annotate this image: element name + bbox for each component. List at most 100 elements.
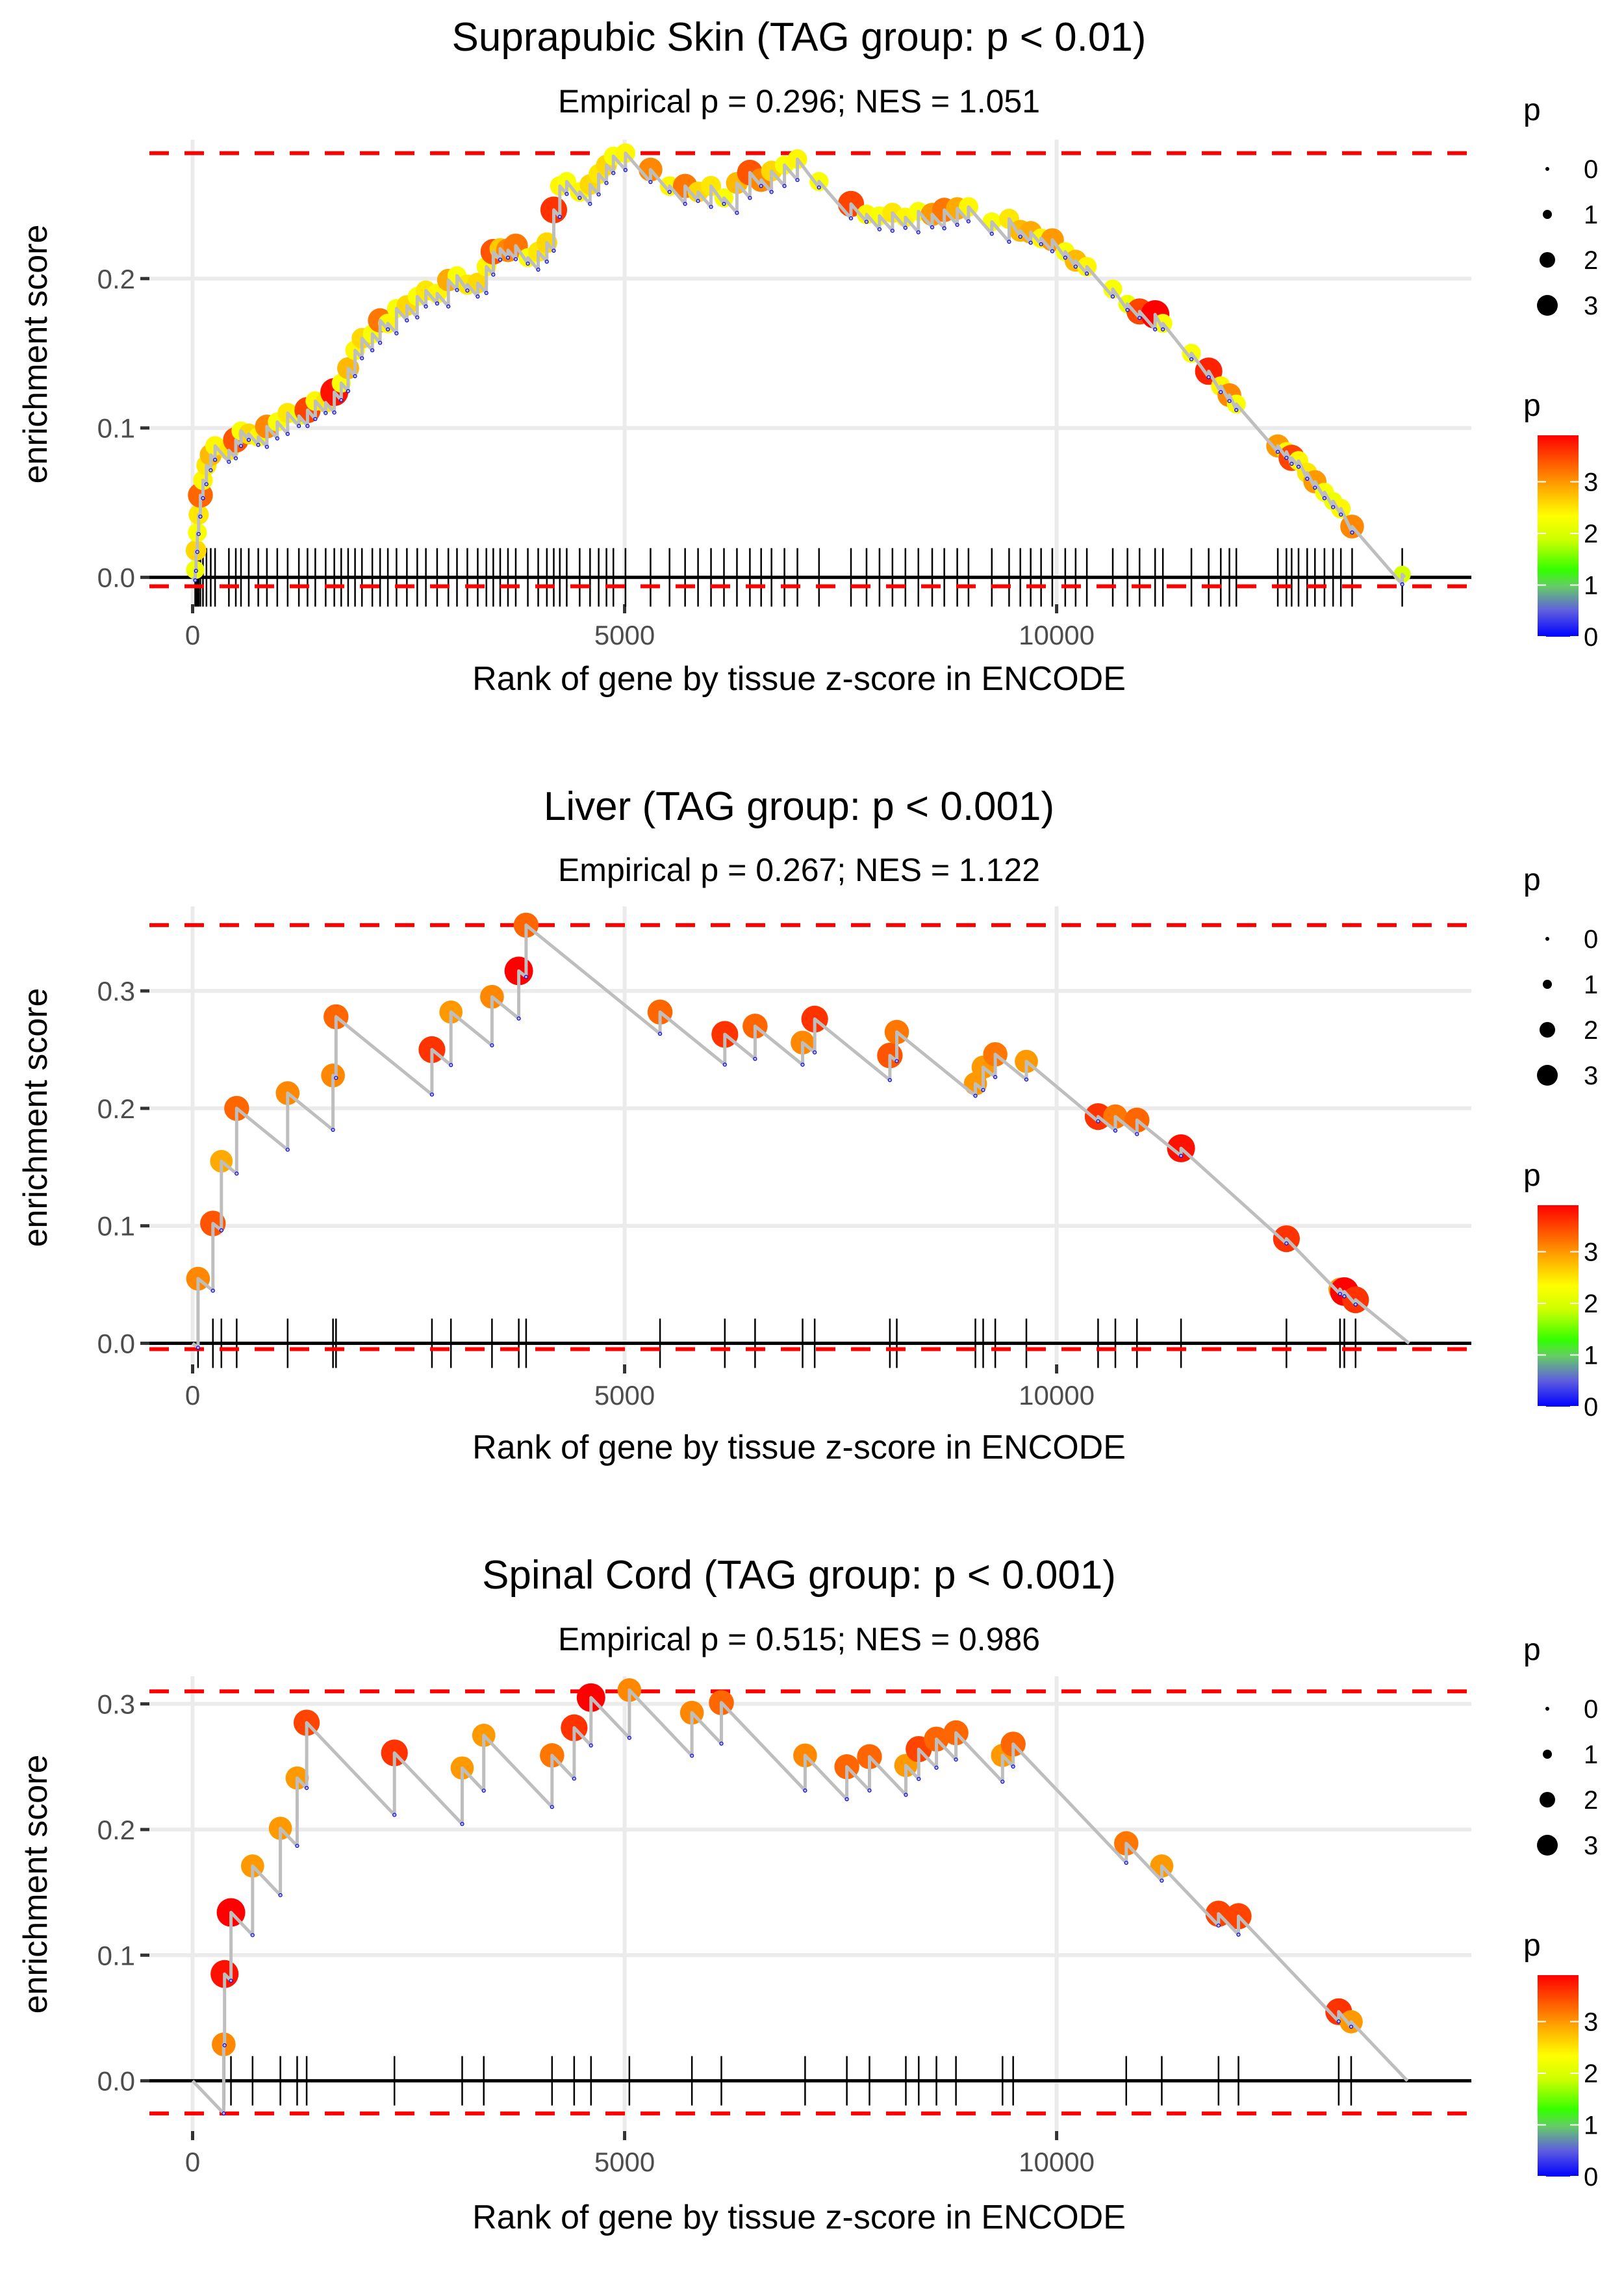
trough-marker: [722, 201, 726, 206]
trough-marker: [1227, 399, 1232, 403]
trough-marker: [795, 177, 800, 183]
y-tick-label: 0.1: [97, 1211, 135, 1242]
size-legend-label: 3: [1584, 1062, 1598, 1090]
trough-marker: [256, 442, 260, 447]
size-legend-label: 2: [1584, 1016, 1598, 1045]
trough-marker: [392, 1813, 397, 1817]
size-legend-label: 3: [1584, 292, 1598, 320]
trough-marker: [498, 257, 503, 262]
trough-marker: [378, 340, 383, 345]
trough-marker: [481, 1788, 486, 1793]
trough-marker: [227, 459, 231, 464]
trough-marker: [346, 389, 351, 394]
trough-marker: [696, 199, 700, 203]
trough-marker: [596, 192, 601, 197]
trough-marker: [1024, 1077, 1029, 1082]
trough-marker: [250, 1933, 255, 1937]
trough-marker: [353, 374, 357, 379]
trough-marker: [690, 1754, 694, 1758]
trough-marker: [334, 1075, 338, 1080]
trough-marker: [1289, 461, 1294, 466]
trough-marker: [955, 222, 959, 227]
trough-marker: [572, 1776, 576, 1781]
y-tick-label: 0.1: [97, 1940, 135, 1971]
trough-marker: [1028, 240, 1033, 245]
x-tick-label: 10000: [1019, 620, 1095, 650]
trough-marker: [476, 294, 480, 299]
trough-marker: [989, 231, 994, 236]
panel-liver: Liver (TAG group: p < 0.001) Empirical p…: [17, 784, 1471, 1466]
trough-marker: [460, 1822, 464, 1826]
trough-marker: [1284, 455, 1289, 460]
trough-marker: [748, 196, 752, 200]
trough-marker: [1216, 1923, 1221, 1928]
trough-marker: [204, 482, 209, 487]
y-tick-label: 0.0: [97, 2066, 135, 2097]
trough-marker: [544, 259, 549, 264]
trough-marker: [235, 1171, 239, 1176]
size-legend-label: 2: [1584, 1786, 1598, 1815]
size-legend-title: p: [1523, 93, 1541, 127]
trough-marker: [449, 1063, 453, 1067]
trough-marker: [219, 1228, 223, 1233]
size-legend-label: 0: [1584, 155, 1598, 184]
y-tick-label: 0.1: [97, 413, 135, 444]
trough-marker: [1338, 1292, 1342, 1296]
trough-marker: [817, 185, 821, 190]
trough-marker: [526, 261, 530, 266]
trough-marker: [916, 230, 920, 235]
trough-marker: [709, 205, 713, 209]
legends: p 0 1 2 3 p 3 2 1 0 p 0 1 2 3 p 3 2 1 0 p 0 1 2 3 p 3 2 1 0: [1523, 93, 1598, 2191]
size-legend-label: 1: [1584, 201, 1598, 229]
trough-marker: [877, 227, 882, 232]
trough-marker: [1275, 450, 1280, 454]
trough-marker: [722, 1062, 727, 1067]
trough-marker: [370, 348, 375, 353]
trough-marker: [753, 1056, 757, 1061]
trough-marker: [683, 201, 687, 206]
running-es-line: [191, 151, 1406, 586]
color-legend-title: p: [1523, 1158, 1541, 1193]
trough-marker: [210, 1288, 215, 1293]
trough-marker: [1153, 327, 1158, 332]
size-legend-dot: [1543, 980, 1552, 989]
x-tick-label: 10000: [1019, 1380, 1095, 1411]
panel-title: Suprapubic Skin (TAG group: p < 0.01): [452, 15, 1147, 60]
trough-marker: [867, 1788, 872, 1793]
trough-marker: [1160, 1878, 1164, 1883]
trough-marker: [917, 1776, 921, 1782]
trough-marker: [588, 201, 592, 206]
x-tick-label: 5000: [594, 2147, 655, 2177]
trough-marker: [719, 1741, 724, 1746]
trough-marker: [429, 1092, 435, 1097]
y-tick-label: 0.3: [97, 1689, 135, 1720]
trough-marker: [934, 1765, 939, 1770]
trough-marker: [465, 288, 470, 293]
y-tick-label: 0.3: [97, 976, 135, 1006]
trough-marker: [209, 468, 213, 472]
trough-marker: [611, 171, 616, 175]
trough-marker: [1178, 1153, 1184, 1158]
panel-title: Liver (TAG group: p < 0.001): [544, 784, 1054, 829]
trough-marker: [238, 444, 244, 448]
trough-marker: [196, 531, 201, 537]
size-legend-dot: [1537, 295, 1558, 316]
trough-marker: [297, 424, 301, 428]
trough-marker: [1113, 1129, 1118, 1133]
trough-marker: [813, 1050, 817, 1054]
trough-marker: [196, 1346, 200, 1350]
size-legend-dot: [1540, 1022, 1555, 1038]
trough-marker: [577, 196, 582, 200]
trough-marker: [623, 168, 628, 172]
trough-marker: [1007, 240, 1011, 244]
trough-marker: [1124, 1861, 1128, 1865]
trough-marker: [490, 1043, 494, 1048]
x-tick-label: 5000: [594, 1380, 655, 1411]
trough-marker: [1096, 1119, 1100, 1123]
trough-marker: [295, 1843, 299, 1848]
trough-marker: [657, 1032, 663, 1036]
trough-marker: [278, 1893, 283, 1898]
trough-marker: [930, 225, 935, 229]
trough-marker: [627, 1735, 631, 1740]
trough-marker: [195, 550, 199, 554]
